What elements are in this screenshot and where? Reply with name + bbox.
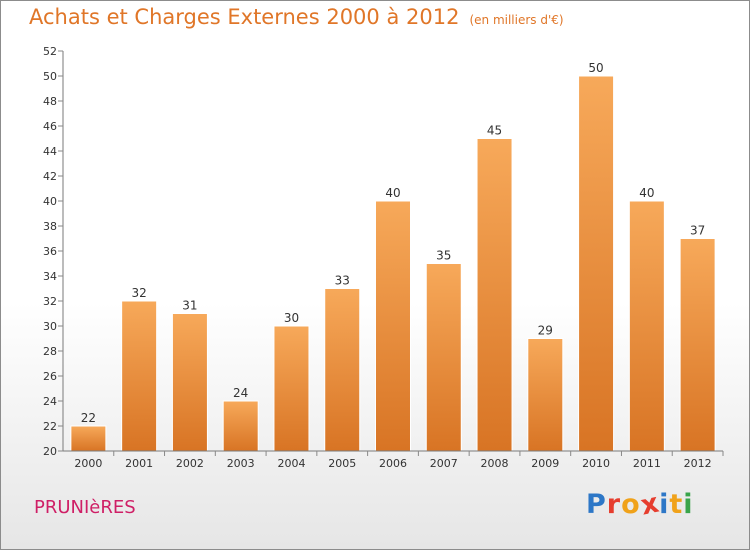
commune-name: PRUNIèRES [34, 497, 136, 518]
x-axis: 2000 2001 2002 2003 2004 2005 2006 2007 2008 2009… [63, 450, 724, 470]
logo-letter: r [606, 489, 622, 520]
data-label-2010: 50 [588, 61, 603, 75]
y-tick-label: 44 [43, 145, 57, 158]
logo-letter: i [683, 489, 694, 520]
y-tick-label: 20 [43, 445, 57, 458]
y-tick-label: 40 [43, 195, 57, 208]
bar-2012 [679, 238, 716, 452]
y-axis: 20 22 24 26 28 30 32 34 36 38 40 42 44 46 48 50 52 [43, 45, 64, 458]
chart-title: Achats et Charges Externes 2000 à 2012 (e… [29, 5, 564, 29]
y-tick-label: 52 [43, 45, 57, 58]
x-tick-label-2001: 2001 [125, 457, 153, 470]
x-tick-label-2004: 2004 [277, 457, 305, 470]
y-tick-label: 30 [43, 320, 57, 333]
x-tick-label-2010: 2010 [582, 457, 610, 470]
data-label-2005: 33 [335, 274, 350, 288]
data-labels: 22 32 31 24 30 33 40 35 45 29 50 40 37 [81, 61, 706, 425]
logo-letter: P [586, 489, 607, 520]
data-label-2006: 40 [385, 186, 400, 200]
bar-2010 [578, 75, 615, 452]
x-tick-label-2011: 2011 [633, 457, 661, 470]
data-label-2002: 31 [182, 299, 197, 313]
chart-title-text: Achats et Charges Externes 2000 à 2012 [29, 5, 460, 29]
data-label-2003: 24 [233, 386, 248, 400]
bar-2009 [527, 338, 564, 452]
data-label-2004: 30 [284, 311, 299, 325]
chart-subtitle: (en milliers d'€) [469, 13, 564, 27]
x-tick-label-2012: 2012 [684, 457, 712, 470]
y-tick-label: 32 [43, 295, 57, 308]
bar-2008 [476, 138, 513, 452]
x-tick-label-2006: 2006 [379, 457, 407, 470]
bar-2001 [121, 300, 158, 452]
x-tick-label-2009: 2009 [531, 457, 559, 470]
y-tick-label: 26 [43, 370, 57, 383]
data-label-2009: 29 [538, 324, 553, 338]
bars [70, 75, 716, 452]
bar-2004 [273, 325, 310, 452]
y-tick-label: 24 [43, 395, 57, 408]
bar-2006 [375, 200, 411, 452]
proxiti-logo: Proxiti [586, 487, 694, 521]
y-tick-label: 22 [43, 420, 57, 433]
data-label-2000: 22 [81, 411, 96, 425]
bar-2003 [222, 400, 259, 452]
y-tick-label: 46 [43, 120, 57, 133]
data-label-2008: 45 [487, 124, 502, 138]
y-tick-label: 38 [43, 220, 57, 233]
data-label-2007: 35 [436, 249, 451, 263]
bar-2011 [628, 200, 665, 452]
bar-2007 [425, 263, 462, 452]
y-tick-label: 42 [43, 170, 57, 183]
x-tick-label-2002: 2002 [176, 457, 204, 470]
x-tick-label-2000: 2000 [74, 457, 102, 470]
bar-2005 [324, 288, 361, 452]
data-label-2012: 37 [690, 224, 705, 238]
bar-2000 [70, 425, 107, 452]
x-tick-label-2007: 2007 [430, 457, 458, 470]
y-tick-label: 28 [43, 345, 57, 358]
x-tick-label-2005: 2005 [328, 457, 356, 470]
x-tick-label-2008: 2008 [481, 457, 509, 470]
logo-letter: t [669, 489, 684, 520]
y-tick-label: 50 [43, 70, 57, 83]
logo-letter: o [621, 489, 641, 520]
bar-2002 [171, 313, 208, 452]
data-label-2001: 32 [132, 286, 147, 300]
y-tick-label: 36 [43, 245, 57, 258]
y-tick-label: 34 [43, 270, 57, 283]
x-tick-label-2003: 2003 [227, 457, 255, 470]
data-label-2011: 40 [639, 186, 654, 200]
y-tick-label: 48 [43, 95, 57, 108]
logo-letter: i [659, 489, 670, 520]
